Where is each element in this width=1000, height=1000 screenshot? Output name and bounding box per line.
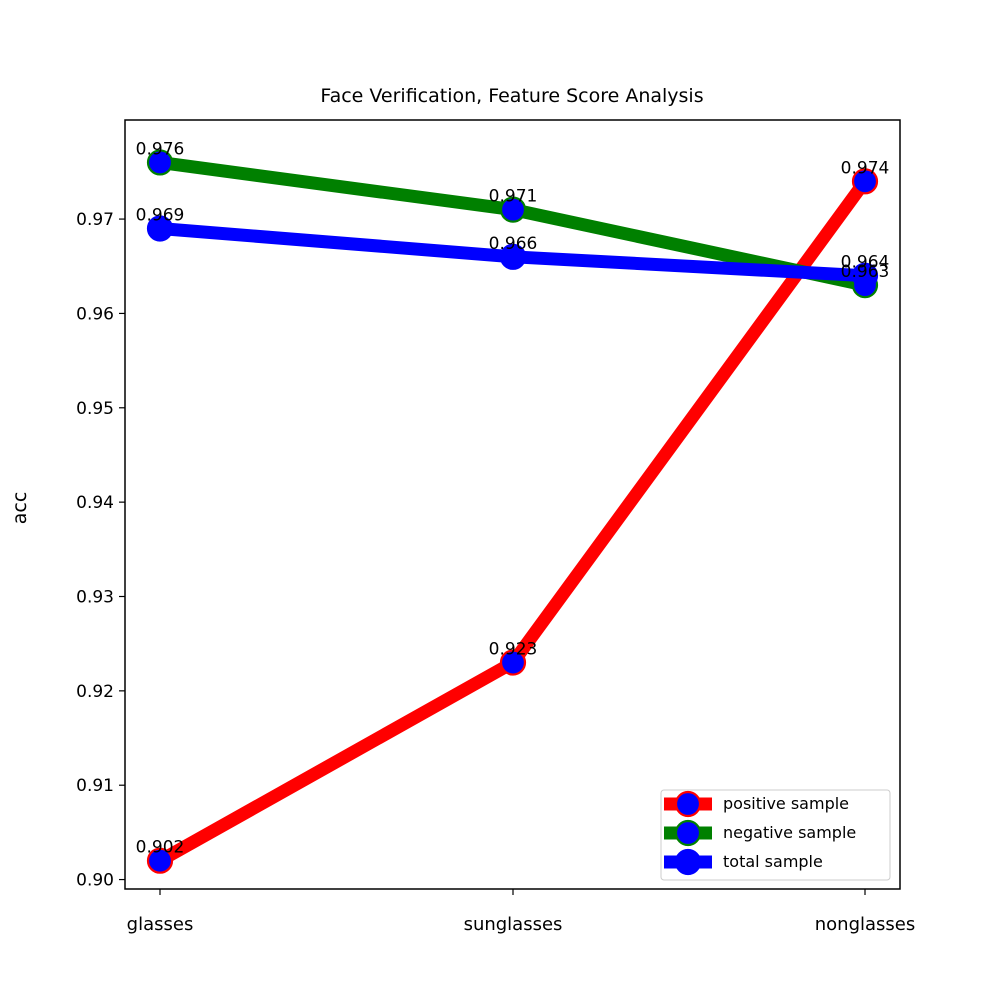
x-axis: glasses sunglasses nonglasses bbox=[127, 889, 916, 935]
y-tick-label: 0.94 bbox=[76, 493, 114, 513]
legend-marker bbox=[674, 790, 702, 818]
y-tick-label: 0.96 bbox=[76, 304, 114, 324]
data-label: 0.902 bbox=[136, 838, 185, 858]
legend-box bbox=[660, 789, 891, 881]
y-tick-label: 0.97 bbox=[76, 210, 114, 230]
y-tick-label: 0.95 bbox=[76, 399, 114, 419]
series-marker-0 bbox=[851, 168, 879, 195]
legend-marker bbox=[674, 819, 702, 847]
data-label: 0.971 bbox=[489, 187, 538, 207]
legend-label: positive sample bbox=[723, 794, 849, 813]
data-label: 0.923 bbox=[489, 640, 538, 660]
y-tick-label: 0.90 bbox=[76, 871, 114, 891]
y-tick-label: 0.92 bbox=[76, 682, 114, 702]
legend-marker bbox=[674, 848, 702, 876]
series-layer bbox=[146, 149, 879, 874]
data-label: 0.963 bbox=[841, 262, 890, 282]
x-tick-label: sunglasses bbox=[464, 914, 563, 935]
data-label: 0.966 bbox=[489, 234, 538, 254]
data-label: 0.976 bbox=[136, 139, 185, 159]
x-tick-label: nonglasses bbox=[815, 914, 916, 935]
series-marker-0 bbox=[146, 847, 174, 874]
series-marker-2 bbox=[851, 262, 879, 289]
series-marker-0 bbox=[499, 649, 527, 676]
data-label: 0.974 bbox=[841, 158, 890, 178]
legend-label: negative sample bbox=[723, 823, 856, 842]
x-tick-label: glasses bbox=[127, 914, 194, 935]
y-tick-label: 0.93 bbox=[76, 587, 114, 607]
legend-label: total sample bbox=[723, 852, 823, 871]
series-marker-1 bbox=[146, 149, 174, 176]
data-label: 0.964 bbox=[841, 253, 890, 273]
series-marker-2 bbox=[146, 215, 174, 242]
y-axis: 0.90 0.91 0.92 0.93 0.94 0.95 0.96 0.97 bbox=[76, 210, 125, 891]
series-marker-1 bbox=[499, 196, 527, 223]
series-marker-2 bbox=[499, 243, 527, 270]
y-axis-label: acc bbox=[9, 492, 31, 525]
data-label: 0.969 bbox=[136, 206, 185, 226]
data-labels-layer: 0.902 0.923 0.974 0.976 0.971 0.963 0.969 0.966… bbox=[136, 139, 890, 857]
chart-title: Face Verification, Feature Score Analysi… bbox=[320, 85, 703, 107]
series-line-0 bbox=[156, 177, 871, 867]
legend: positive sample negative sample total samp… bbox=[660, 789, 891, 881]
y-tick-label: 0.91 bbox=[76, 776, 114, 796]
